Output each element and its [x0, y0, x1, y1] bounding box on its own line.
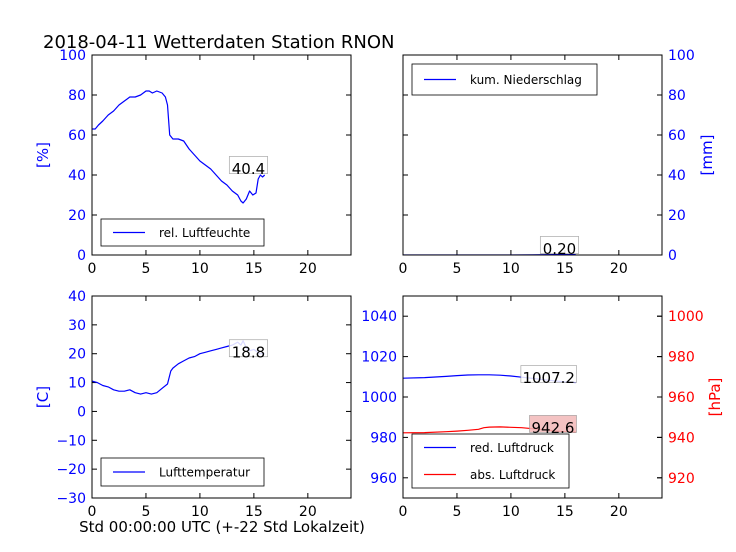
y-tick-label: −30: [56, 491, 86, 507]
y-tick-label: 60: [668, 128, 686, 144]
legend: Lufttemperatur: [100, 457, 265, 487]
figure-xlabel: Std 00:00:00 UTC (+-22 Std Lokalzeit): [79, 518, 365, 536]
x-tick-label: 10: [502, 261, 520, 277]
legend-entry: Lufttemperatur: [159, 466, 250, 480]
y-tick-label: 0: [77, 404, 86, 420]
legend-entry: kum. Niederschlag: [470, 73, 582, 87]
y-axis-label: [mm]: [698, 135, 716, 176]
legend-entry: abs. Luftdruck: [470, 468, 555, 482]
legend-entry: rel. Luftfeuchte: [159, 226, 250, 240]
panel-4: 0 5 10 15 20 960 980 1000 1020 1040 920 940 960 980 10…: [361, 295, 724, 520]
y-tick-label: 1040: [361, 309, 397, 325]
x-tick-label: 0: [399, 261, 408, 277]
y-tick-label: 20: [68, 347, 86, 363]
y-tick-label: 80: [68, 88, 86, 104]
data-label-box: [520, 365, 577, 383]
y2-tick-label: 920: [668, 471, 695, 487]
y-tick-label: 980: [370, 430, 397, 446]
data-label: 942.6: [532, 419, 575, 437]
panel-1: 0 5 10 15 20 0 20 40 60 80 100 [%] 40.4 rel. Luftfeuc…: [34, 48, 352, 277]
x-tick-label: 10: [502, 504, 520, 520]
x-tick-label: 0: [88, 261, 97, 277]
x-tick-label: 5: [452, 261, 461, 277]
y-tick-label: 100: [668, 48, 695, 64]
y-tick-label: 20: [668, 208, 686, 224]
figure-title: 2018-04-11 Wetterdaten Station RNON: [43, 32, 394, 53]
x-tick-label: 20: [610, 504, 628, 520]
y-tick-label: 40: [68, 168, 86, 184]
y-tick-label: 20: [68, 208, 86, 224]
legend-box: [411, 433, 570, 489]
plot-frame: [91, 54, 352, 256]
y-axis-label: [C]: [34, 386, 52, 408]
y-tick-label: 40: [68, 289, 86, 305]
data-label: 1007.2: [522, 369, 575, 387]
y-tick-label: 30: [68, 318, 86, 334]
plot-frame: [91, 295, 352, 499]
data-label-box: [529, 415, 577, 433]
data-label: 18.8: [232, 343, 265, 361]
data-label-box: [539, 236, 579, 254]
y-tick-label: 80: [668, 88, 686, 104]
x-tick-label: 5: [141, 504, 150, 520]
y-axis-label: [%]: [34, 142, 52, 168]
data-label: 40.4: [232, 160, 265, 178]
x-tick-label: 15: [556, 504, 574, 520]
y2-tick-label: 960: [668, 390, 695, 406]
y2-tick-label: 980: [668, 350, 695, 366]
plot-frame: [402, 54, 663, 256]
x-tick-label: 0: [88, 504, 97, 520]
data-label: 0.20: [543, 240, 576, 258]
x-tick-label: 20: [299, 504, 317, 520]
legend-entry: red. Luftdruck: [470, 441, 554, 455]
y-tick-label: 0: [77, 248, 86, 264]
x-tick-label: 10: [191, 504, 209, 520]
y-tick-label: 960: [370, 471, 397, 487]
legend: rel. Luftfeuchte: [100, 218, 265, 247]
x-tick-label: 15: [245, 504, 263, 520]
x-tick-label: 15: [556, 261, 574, 277]
y-tick-label: −10: [56, 433, 86, 449]
panel-2: 0 5 10 15 20 0 20 40 60 80 100 [mm] 0.20 kum. Nieders…: [399, 48, 716, 277]
x-tick-label: 15: [245, 261, 263, 277]
x-tick-label: 10: [191, 261, 209, 277]
plot-frame: [402, 295, 663, 499]
data-label-box: [228, 339, 268, 358]
y-tick-label: 0: [668, 248, 677, 264]
y-tick-label: 10: [68, 376, 86, 392]
y2-tick-label: 940: [668, 430, 695, 446]
y-tick-label: −20: [56, 462, 86, 478]
x-tick-label: 5: [452, 504, 461, 520]
y2-axis-label: [hPa]: [706, 378, 724, 417]
data-label-box: [228, 156, 268, 174]
x-tick-label: 5: [141, 261, 150, 277]
x-tick-label: 20: [610, 261, 628, 277]
y-tick-label: 40: [668, 168, 686, 184]
legend: red. Luftdruck abs. Luftdruck: [411, 433, 570, 489]
y-tick-label: 1000: [361, 390, 397, 406]
x-tick-label: 20: [299, 261, 317, 277]
y-tick-label: 100: [59, 48, 86, 64]
y-tick-label: 60: [68, 128, 86, 144]
y-tick-label: 1020: [361, 350, 397, 366]
series-line-rel-luftfeuchte: [92, 90, 266, 204]
panel-3: 0 5 10 15 20 −30 −20 −10 0 10 20 30 40 [C] 18.8 Lufttem…: [34, 289, 352, 520]
y2-tick-label: 1000: [668, 309, 704, 325]
legend: kum. Niederschlag: [411, 63, 598, 96]
x-tick-label: 0: [399, 504, 408, 520]
